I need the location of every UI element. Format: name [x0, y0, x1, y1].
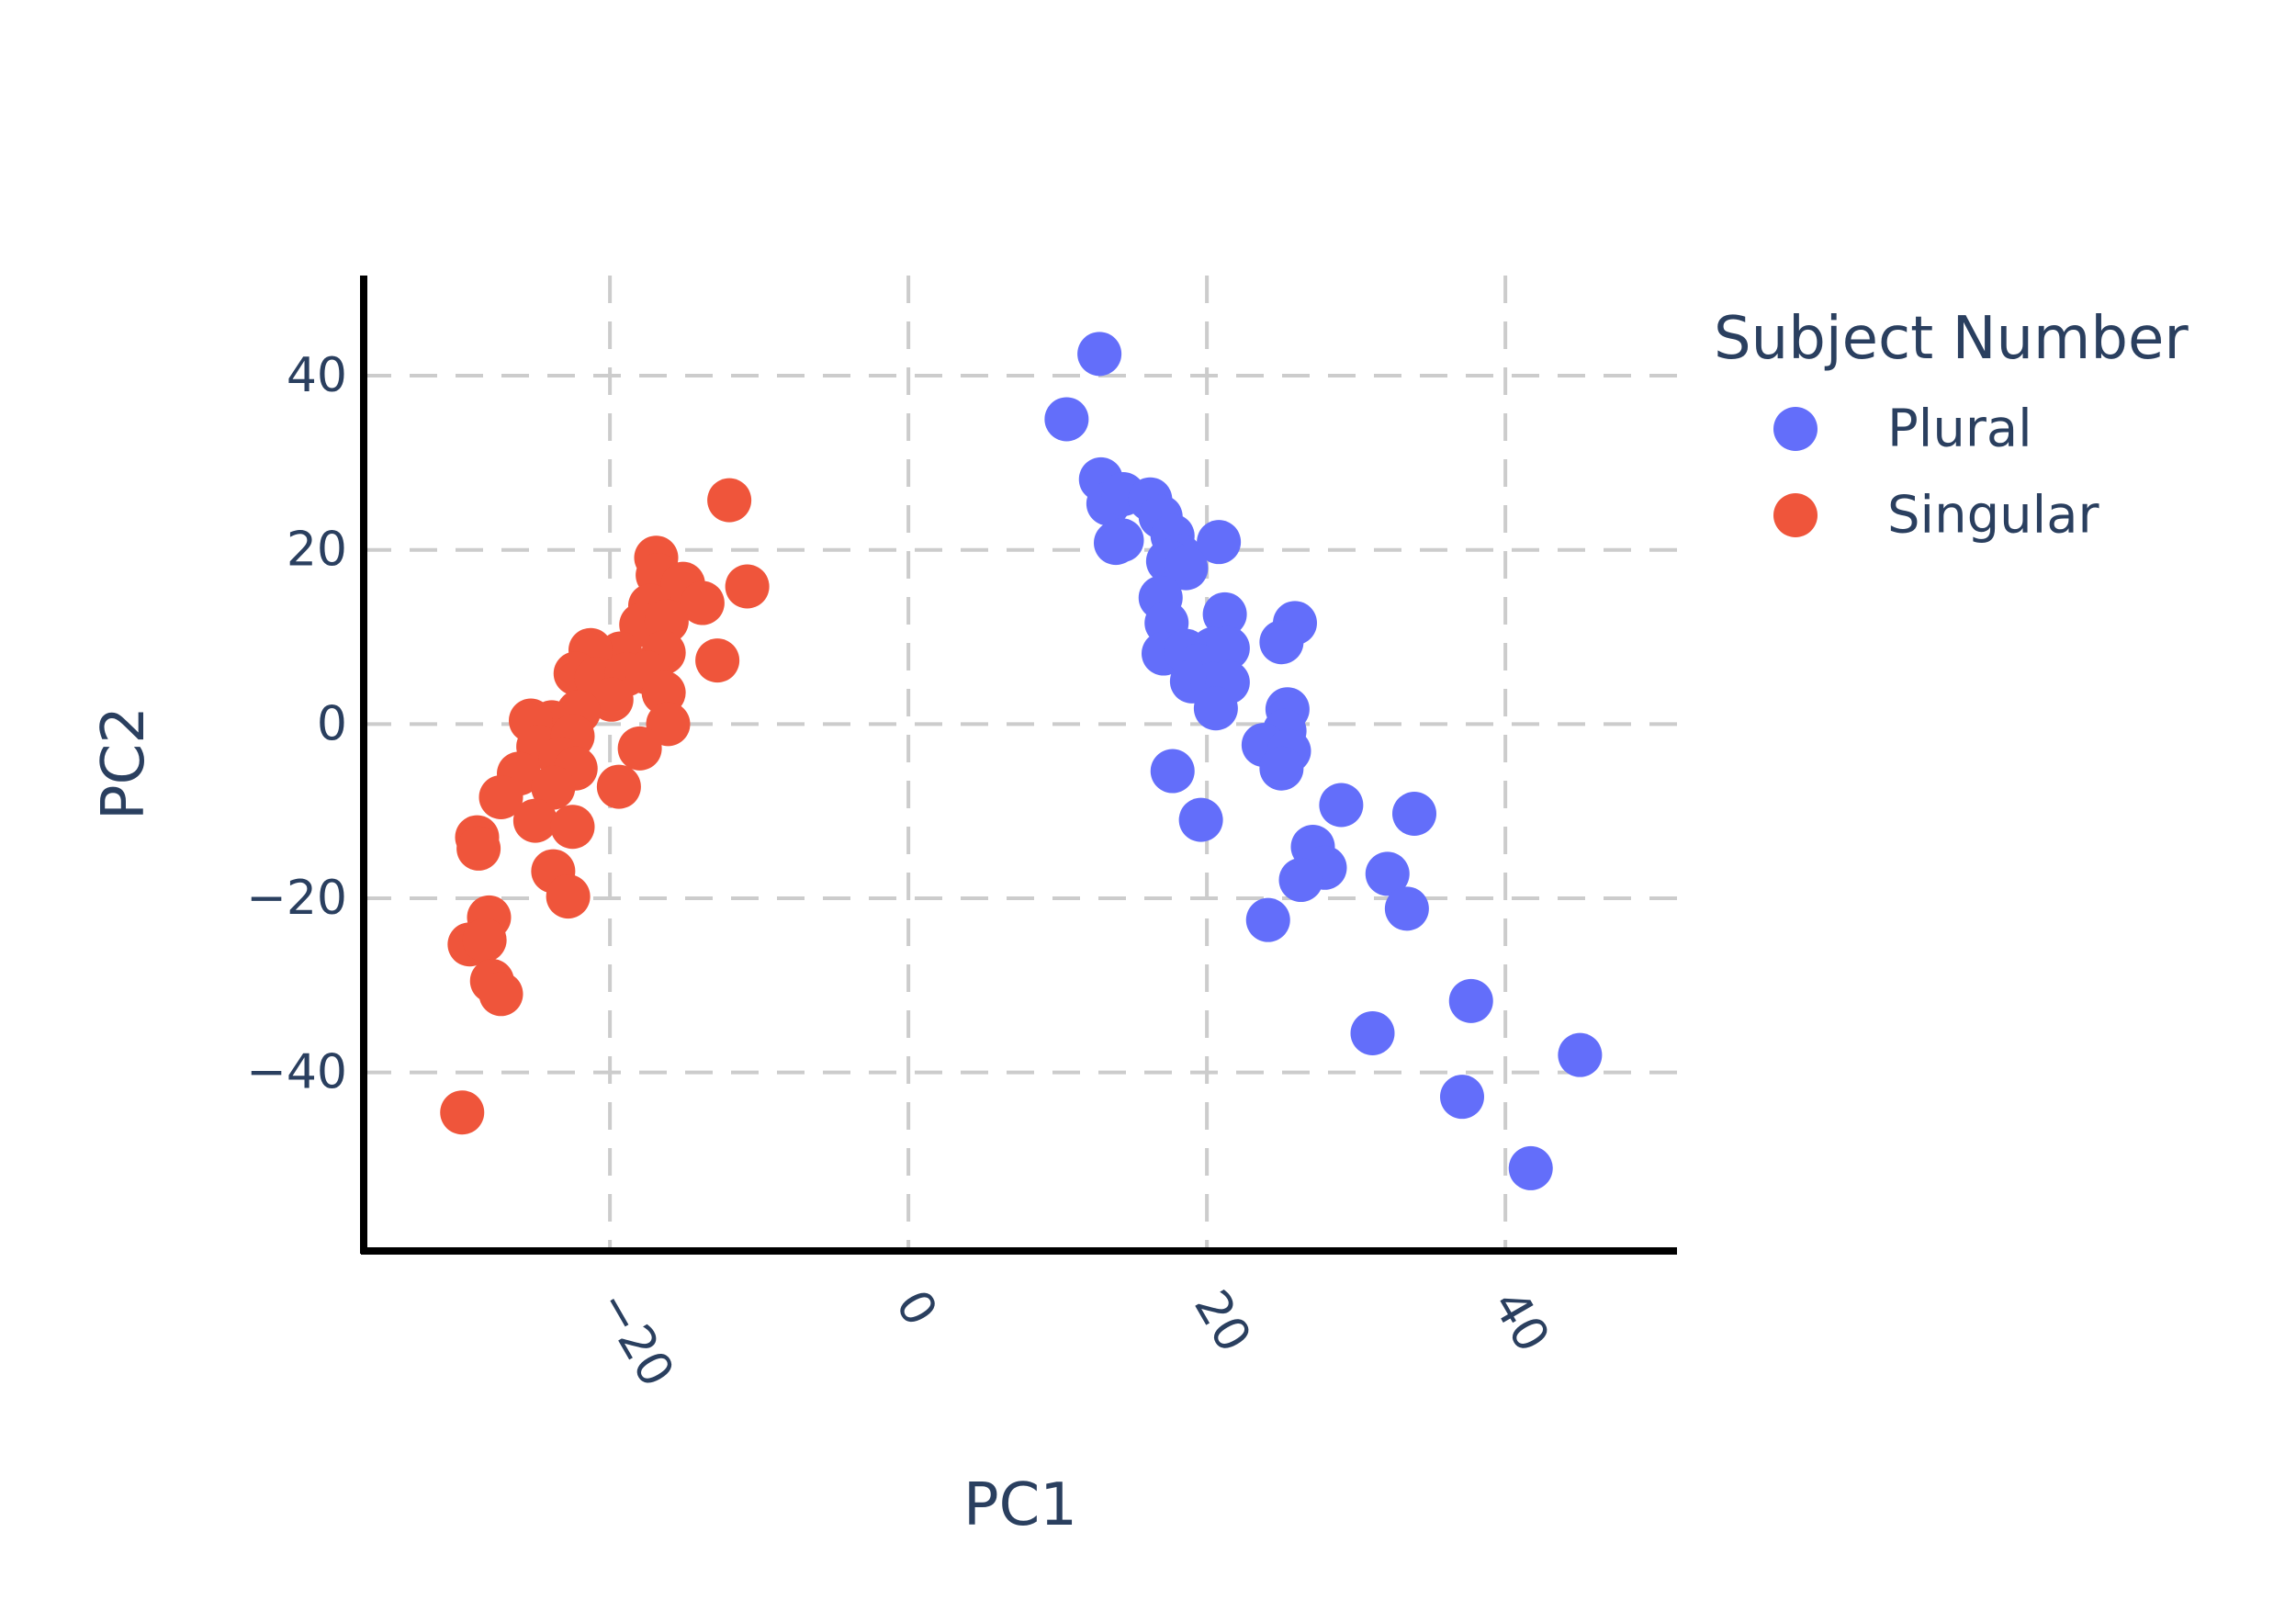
data-point[interactable] [1448, 978, 1493, 1023]
data-point[interactable] [1193, 686, 1238, 731]
x-axis-label: PC1 [963, 1471, 1077, 1539]
legend-label: Plural [1887, 400, 2032, 459]
data-point[interactable] [1558, 1032, 1603, 1077]
y-tick-label: 20 [287, 523, 347, 578]
legend-item-singular[interactable]: Singular [1773, 486, 2100, 546]
data-point[interactable] [1440, 1075, 1484, 1120]
series-singular [440, 478, 770, 1135]
data-point[interactable] [1245, 897, 1290, 942]
legend-marker [1773, 493, 1818, 537]
data-point[interactable] [1259, 746, 1304, 791]
x-tick-label: 0 [884, 1281, 948, 1335]
data-point[interactable] [707, 478, 752, 523]
y-tick-label: −20 [246, 871, 347, 926]
legend-item-plural[interactable]: Plural [1773, 400, 2032, 459]
data-point[interactable] [617, 726, 662, 771]
data-point[interactable] [456, 826, 501, 871]
data-point[interactable] [1077, 332, 1122, 377]
data-point[interactable] [478, 972, 523, 1017]
data-point[interactable] [512, 798, 557, 843]
data-point[interactable] [546, 874, 591, 919]
legend-title: Subject Number [1714, 305, 2189, 373]
data-point[interactable] [1164, 546, 1209, 591]
data-point[interactable] [596, 764, 641, 809]
data-point[interactable] [478, 774, 523, 819]
data-point[interactable] [550, 805, 595, 850]
data-point[interactable] [680, 580, 725, 625]
y-tick-label: −40 [246, 1045, 347, 1100]
data-point[interactable] [1278, 858, 1323, 903]
data-point[interactable] [462, 918, 507, 963]
data-point[interactable] [1202, 591, 1247, 637]
data-point[interactable] [1150, 749, 1195, 794]
data-point[interactable] [440, 1090, 485, 1135]
legend[interactable]: Subject Number Plural Singular [1714, 305, 2189, 546]
data-point[interactable] [1197, 520, 1242, 565]
data-point[interactable] [1319, 783, 1364, 828]
axes [360, 276, 1677, 1255]
y-tick-label: 40 [287, 348, 347, 403]
data-point[interactable] [1178, 797, 1223, 842]
x-tick-label: −20 [586, 1281, 684, 1396]
y-axis-label: PC2 [90, 706, 158, 820]
data-point[interactable] [695, 638, 740, 683]
tick-labels: −40 −20 0 20 40 −20 0 20 40 [246, 348, 1559, 1396]
legend-marker [1773, 407, 1818, 451]
legend-label: Singular [1887, 486, 2100, 546]
data-point[interactable] [1365, 851, 1410, 896]
data-points [440, 332, 1603, 1190]
series-plural [1044, 332, 1603, 1190]
gridlines [364, 276, 1677, 1251]
data-point[interactable] [1044, 397, 1089, 442]
y-tick-label: 0 [317, 696, 347, 751]
data-point[interactable] [1259, 620, 1304, 665]
data-point[interactable] [531, 765, 576, 810]
data-point[interactable] [1350, 1010, 1395, 1055]
data-point[interactable] [1392, 791, 1436, 836]
data-point[interactable] [1508, 1145, 1553, 1190]
data-point[interactable] [1099, 518, 1144, 563]
data-point[interactable] [1384, 886, 1429, 931]
x-tick-label: 40 [1481, 1281, 1559, 1361]
data-point[interactable] [725, 564, 770, 609]
x-tick-label: 20 [1183, 1281, 1261, 1361]
